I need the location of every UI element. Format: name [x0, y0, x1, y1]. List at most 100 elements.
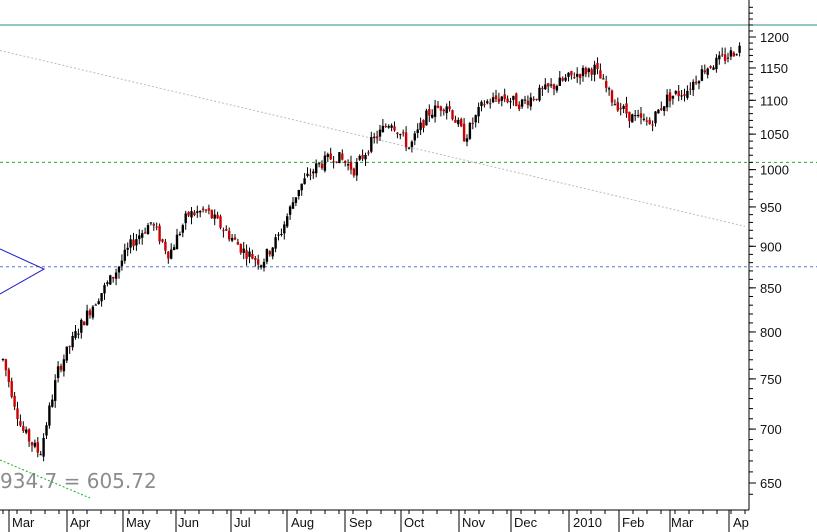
candle-body	[509, 101, 512, 103]
candle-body	[178, 233, 182, 235]
candle	[112, 276, 115, 283]
x-tick-label: Jul	[234, 515, 251, 530]
trendline	[0, 49, 746, 227]
candle	[167, 251, 170, 264]
candle	[723, 47, 727, 65]
candle	[428, 104, 431, 123]
candle-body	[465, 138, 469, 142]
candle	[671, 95, 675, 105]
candle-body	[257, 259, 260, 265]
candle	[33, 439, 37, 449]
candle	[170, 243, 173, 260]
candle-body	[155, 226, 158, 228]
candle-body	[213, 214, 216, 219]
candle	[500, 95, 503, 107]
candle	[210, 209, 213, 220]
candle	[181, 223, 184, 238]
candle-body	[410, 141, 414, 147]
candle-body	[346, 164, 350, 166]
candle	[7, 367, 10, 388]
candle-body	[573, 77, 576, 79]
candle	[680, 90, 683, 101]
x-tick-label: Sep	[349, 515, 372, 530]
trendline-layer	[0, 49, 746, 227]
candle-body	[721, 54, 724, 56]
candle-body	[114, 272, 118, 279]
candle	[242, 241, 245, 260]
candle	[16, 401, 19, 426]
candle	[317, 162, 321, 168]
candle-body	[448, 106, 451, 110]
candle-body	[100, 293, 103, 302]
candle	[602, 73, 605, 80]
candle	[396, 132, 399, 139]
candle-body	[671, 95, 675, 99]
candle	[280, 228, 283, 237]
y-tick-label: 700	[760, 422, 782, 437]
candle	[590, 67, 593, 81]
candle	[312, 168, 315, 179]
candle-body	[283, 224, 286, 234]
candle-body	[59, 366, 63, 370]
candle-body	[584, 68, 588, 75]
y-tick-label: 650	[760, 476, 782, 491]
candle	[332, 156, 335, 169]
candle	[97, 298, 100, 305]
candle	[367, 150, 370, 156]
candle-body	[120, 260, 124, 266]
candle-body	[483, 104, 486, 106]
levels-layer	[0, 24, 817, 268]
candle	[431, 109, 434, 119]
candle	[1, 358, 5, 362]
candle-body	[288, 206, 292, 215]
candle-body	[242, 248, 245, 253]
x-tick-label: Ap	[733, 515, 749, 530]
candle-body	[645, 120, 648, 122]
candle-body	[7, 369, 10, 382]
candle-body	[207, 208, 211, 211]
candle	[732, 51, 735, 57]
candle-body	[616, 102, 619, 111]
candle	[445, 103, 448, 120]
candle	[483, 100, 486, 108]
candle-body	[106, 282, 109, 284]
candle	[100, 293, 103, 307]
candle-body	[520, 99, 524, 107]
candle-body	[442, 109, 445, 112]
candle-body	[158, 225, 161, 242]
x-tick-label: Feb	[622, 515, 644, 530]
candle	[660, 101, 663, 111]
candle	[45, 422, 48, 440]
candle	[271, 246, 274, 260]
candle	[201, 206, 205, 213]
candle-body	[599, 70, 602, 79]
candle-body	[36, 442, 39, 453]
candle	[596, 57, 599, 75]
candle	[326, 152, 329, 162]
candle	[239, 243, 242, 255]
candle	[413, 130, 416, 146]
candle-body	[474, 115, 477, 123]
candle-body	[309, 174, 312, 176]
candle-body	[503, 94, 506, 100]
candle-body	[262, 261, 266, 268]
candle	[625, 96, 628, 118]
candle-body	[471, 123, 474, 125]
candle-body	[576, 73, 579, 77]
candle-body	[33, 442, 37, 447]
candle-body	[581, 67, 585, 77]
candle	[692, 79, 695, 96]
candle	[605, 75, 608, 93]
candle-body	[489, 103, 492, 105]
candle	[584, 66, 588, 78]
candle	[628, 111, 631, 128]
candle-body	[486, 101, 489, 104]
y-tick-label: 1150	[760, 61, 788, 76]
candle-body	[265, 249, 269, 262]
candle-body	[54, 380, 57, 401]
candle-body	[460, 119, 463, 127]
candle-body	[390, 125, 393, 128]
candle	[726, 52, 730, 63]
candle-body	[381, 125, 385, 133]
